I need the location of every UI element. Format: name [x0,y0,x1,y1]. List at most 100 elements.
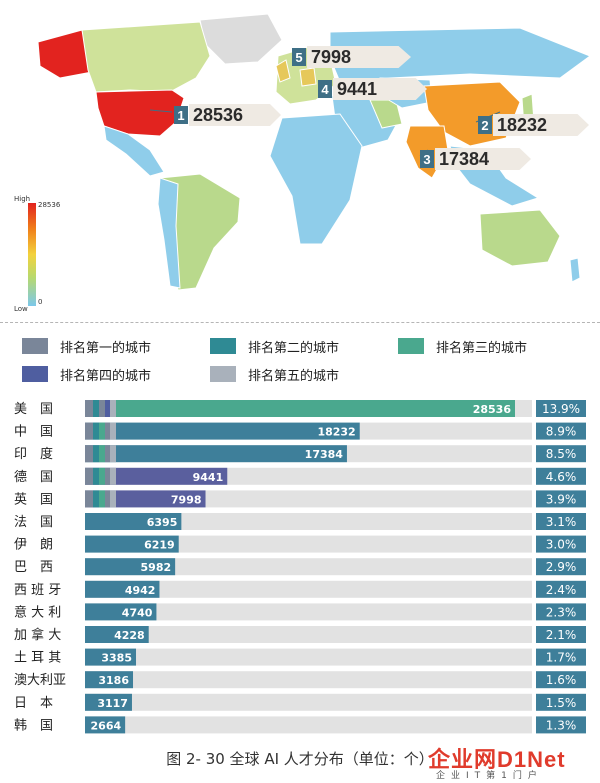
bar [85,400,515,417]
scale-low-label: Low [14,305,28,313]
legend-label-rank4: 排名第四的城市 [60,368,152,384]
map-region-andes [157,177,181,289]
bar-segment [85,400,93,417]
bar-segment [85,467,93,485]
legend-label-rank2: 排名第二的城市 [248,340,340,356]
bar-value-label: 5982 [141,561,172,574]
percent-box [536,693,586,711]
country-label: 意 大 利 [14,604,61,620]
bar-segment [110,400,116,417]
bar [85,671,134,689]
bar-track [85,716,532,734]
pin-value-4: 9441 [333,78,427,100]
world-map-graphic [37,13,592,291]
bar-segment [99,422,105,440]
bar-track [85,693,532,711]
percent-label: 4.6% [546,470,577,484]
bar-value-label: 4942 [125,584,156,597]
legend-item-rank2: 排名第二的城市 [210,336,339,356]
country-label: 西 班 牙 [14,583,61,598]
bar-value-label: 7998 [171,493,202,506]
bar-track [85,535,532,553]
legend-swatch-rank1 [22,338,48,354]
percent-label: 1.5% [546,696,577,710]
map-region-usa [95,89,185,137]
bar-value-label: 28536 [473,403,512,416]
map-region-africa [269,113,363,245]
percent-box [536,467,586,485]
bar-segment [99,467,105,485]
percent-box [536,626,586,643]
bar-value-label: 18232 [317,426,355,439]
figure-caption: 图 2- 30 全球 AI 人才分布（单位：个） [166,750,434,768]
pin-value-2: 18232 [493,114,589,136]
map-region-canada [81,21,211,93]
bar-segment [99,490,105,508]
country-label: 印 度 [14,446,53,462]
bar-value-label: 3385 [101,652,132,665]
percent-label: 2.9% [546,560,577,574]
percent-label: 2.4% [546,583,577,597]
map-region-alaska [37,29,93,79]
scale-high-label: High [14,195,31,203]
watermark-tagline: 企业IT第1门户 [436,771,543,781]
bar-segment [99,445,105,463]
country-label: 伊 朗 [14,538,53,553]
bar-segment [105,422,110,440]
bar-value-label: 4228 [114,629,145,642]
legend-swatch-rank5 [210,366,236,382]
country-label: 土 耳 其 [14,651,61,666]
legend-item-rank1: 排名第一的城市 [22,336,151,356]
bar-segment [99,400,105,417]
bar-segment [85,490,93,508]
percent-label: 13.9% [542,402,580,416]
bar-track [85,603,532,621]
bar-segment [110,422,116,440]
percent-box [536,513,586,530]
legend-swatch-rank4 [22,366,48,382]
map-region-greenland [199,13,283,65]
pin-rank-1: 1 [174,106,188,124]
legend-swatch-rank2 [210,338,236,354]
bar-value-label: 6219 [144,539,175,552]
bar-segment [85,445,93,463]
legend-label-rank5: 排名第五的城市 [248,368,340,384]
legend-swatch-rank3 [398,338,424,354]
legend-label-rank3: 排名第三的城市 [436,340,528,356]
percent-box [536,490,586,508]
pin-connector-1 [149,109,173,113]
watermark-logo-text: 企业网D1Net [428,747,566,772]
country-label: 巴 西 [14,560,53,575]
scale-max-value: 28536 [38,201,61,209]
percent-label: 1.3% [546,718,577,732]
bar [85,513,182,530]
bar-segment [93,422,99,440]
percent-box [536,535,586,553]
percent-label: 2.1% [546,628,577,642]
bar-value-label: 4740 [122,606,153,619]
pin-rank-3: 3 [420,150,434,168]
country-label: 韩 国 [14,718,53,733]
legend-item-rank5: 排名第五的城市 [210,364,339,384]
country-label: 加 拿 大 [14,627,61,643]
bar-segment [105,445,110,463]
bar [85,693,132,711]
pin-value-3: 17384 [435,148,531,170]
bar [85,445,347,463]
percent-label: 1.6% [546,673,577,687]
country-label: 德 国 [14,470,53,485]
bar-track [85,648,532,666]
bar [85,603,157,621]
bar-segment [110,445,116,463]
bar-segment [105,400,110,417]
percent-box [536,400,586,417]
map-region-australia [479,209,561,267]
bar-value-label: 2664 [91,719,122,732]
bar-chart: 美 国 28536 13.9% 中 国 18232 8.9% 印 度 17384 8.5% 德 国… [14,400,586,734]
country-label: 澳大利亚 [14,672,66,688]
bar-track [85,513,532,530]
bar-segment [85,422,93,440]
pin-value-1: 28536 [189,104,281,126]
bar [85,467,228,485]
bar [85,648,137,666]
